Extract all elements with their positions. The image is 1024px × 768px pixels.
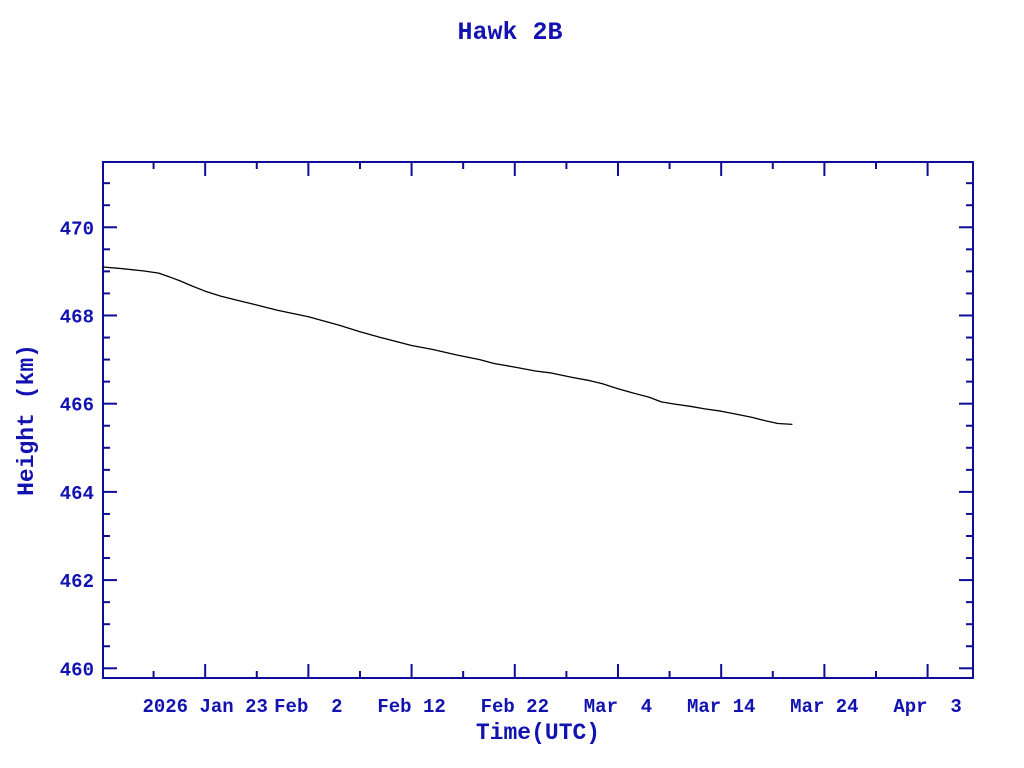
x-tick-label: 2026 Jan 23 — [142, 696, 267, 718]
y-tick-label: 460 — [60, 659, 94, 681]
y-tick-label: 468 — [60, 306, 94, 328]
x-tick-label: Feb 2 — [274, 696, 342, 718]
y-tick-label: 466 — [60, 395, 94, 417]
y-tick-label: 462 — [60, 571, 94, 593]
plot-frame — [102, 161, 974, 679]
x-axis-title: Time(UTC) — [476, 720, 600, 746]
x-tick-label: Apr 3 — [893, 696, 961, 718]
x-tick-label: Mar 14 — [687, 696, 755, 718]
x-axis-ticks: 2026 Jan 23 Feb 2 Feb 12 Feb 22 Mar 4 Mar 14 M… — [142, 162, 962, 718]
x-tick-label: Feb 22 — [481, 696, 549, 718]
data-line — [102, 266, 793, 426]
y-axis-ticks: 460 462 464 466 468 470 — [60, 182, 973, 681]
x-tick-label: Feb 12 — [377, 696, 445, 718]
chart-title: Hawk 2B — [457, 18, 562, 47]
y-axis-title: Height (km) — [14, 344, 40, 496]
y-tick-label: 470 — [60, 218, 94, 240]
frame-rect — [102, 161, 974, 679]
series-orbit-height — [102, 266, 793, 426]
y-tick-label: 464 — [60, 483, 94, 505]
x-tick-label: Mar 4 — [584, 696, 652, 718]
x-tick-label: Mar 24 — [790, 696, 858, 718]
